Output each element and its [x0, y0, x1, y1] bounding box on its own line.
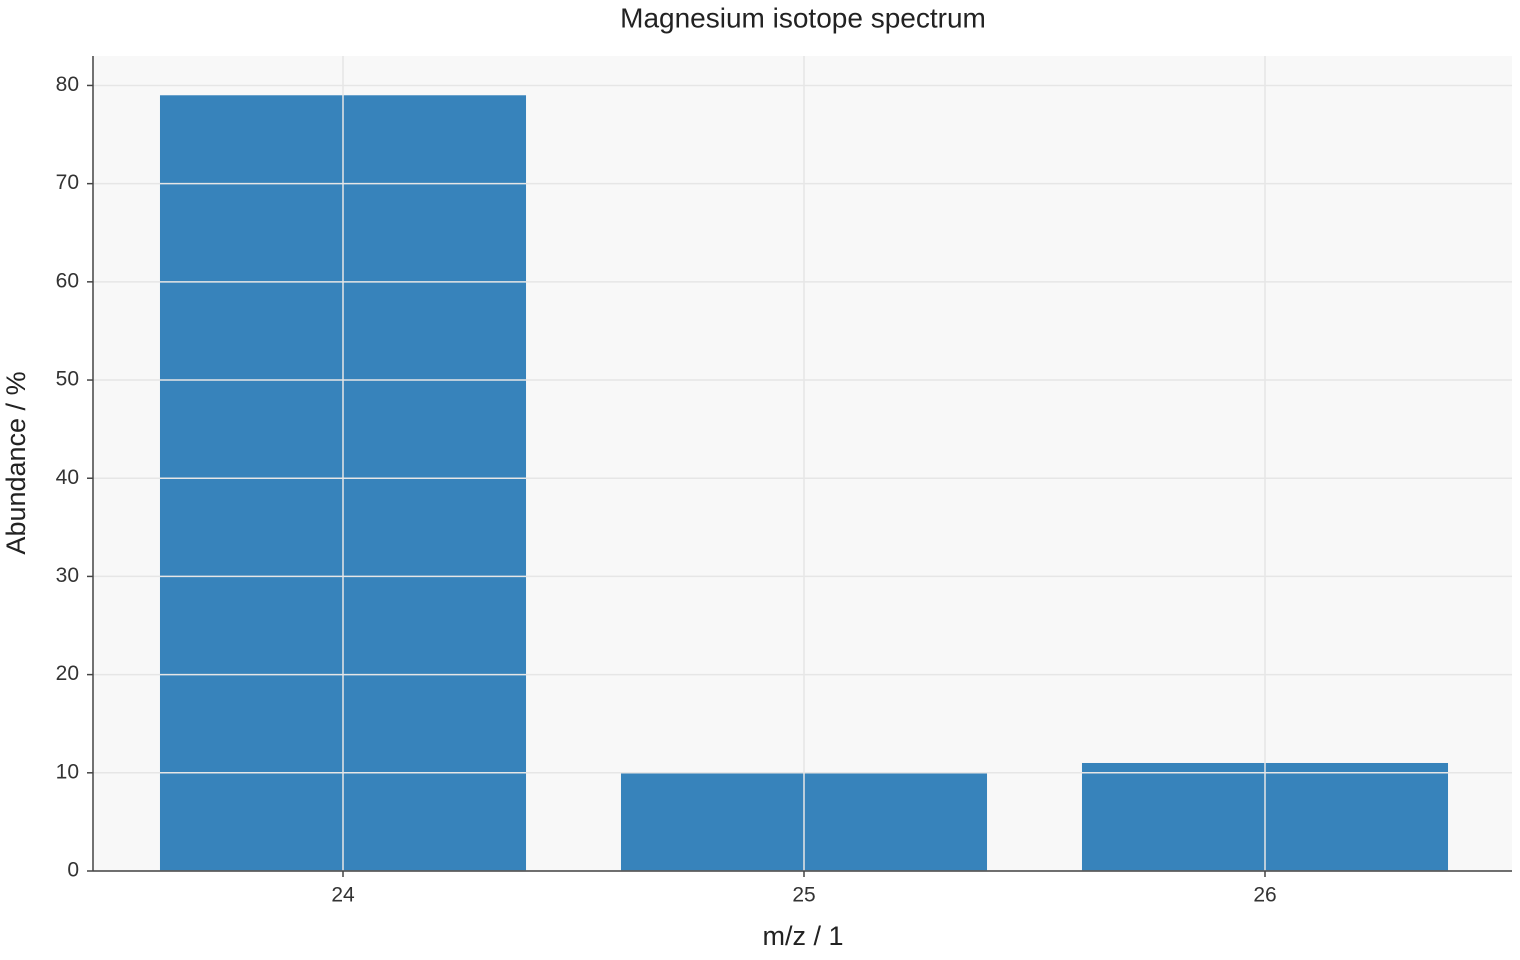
- x-tick-label: 24: [331, 884, 355, 907]
- y-tick-label: 60: [56, 269, 79, 292]
- y-tick-label: 50: [56, 368, 79, 391]
- y-axis-label: Abundance / %: [1, 371, 31, 554]
- y-tick-label: 40: [56, 466, 79, 489]
- y-tick-label: 30: [56, 564, 79, 587]
- chart-title: Magnesium isotope spectrum: [620, 2, 986, 33]
- y-tick-label: 10: [56, 760, 79, 783]
- ticks: 0 10 20 30 40 50 60 70 80 24 25 26: [56, 73, 1277, 907]
- x-axis-label: m/z / 1: [762, 921, 843, 951]
- y-tick-label: 70: [56, 171, 79, 194]
- x-tick-label: 25: [792, 884, 815, 907]
- y-tick-label: 0: [67, 859, 79, 882]
- y-tick-label: 80: [56, 73, 79, 96]
- x-tick-label: 26: [1253, 884, 1276, 907]
- y-tick-label: 20: [56, 662, 79, 685]
